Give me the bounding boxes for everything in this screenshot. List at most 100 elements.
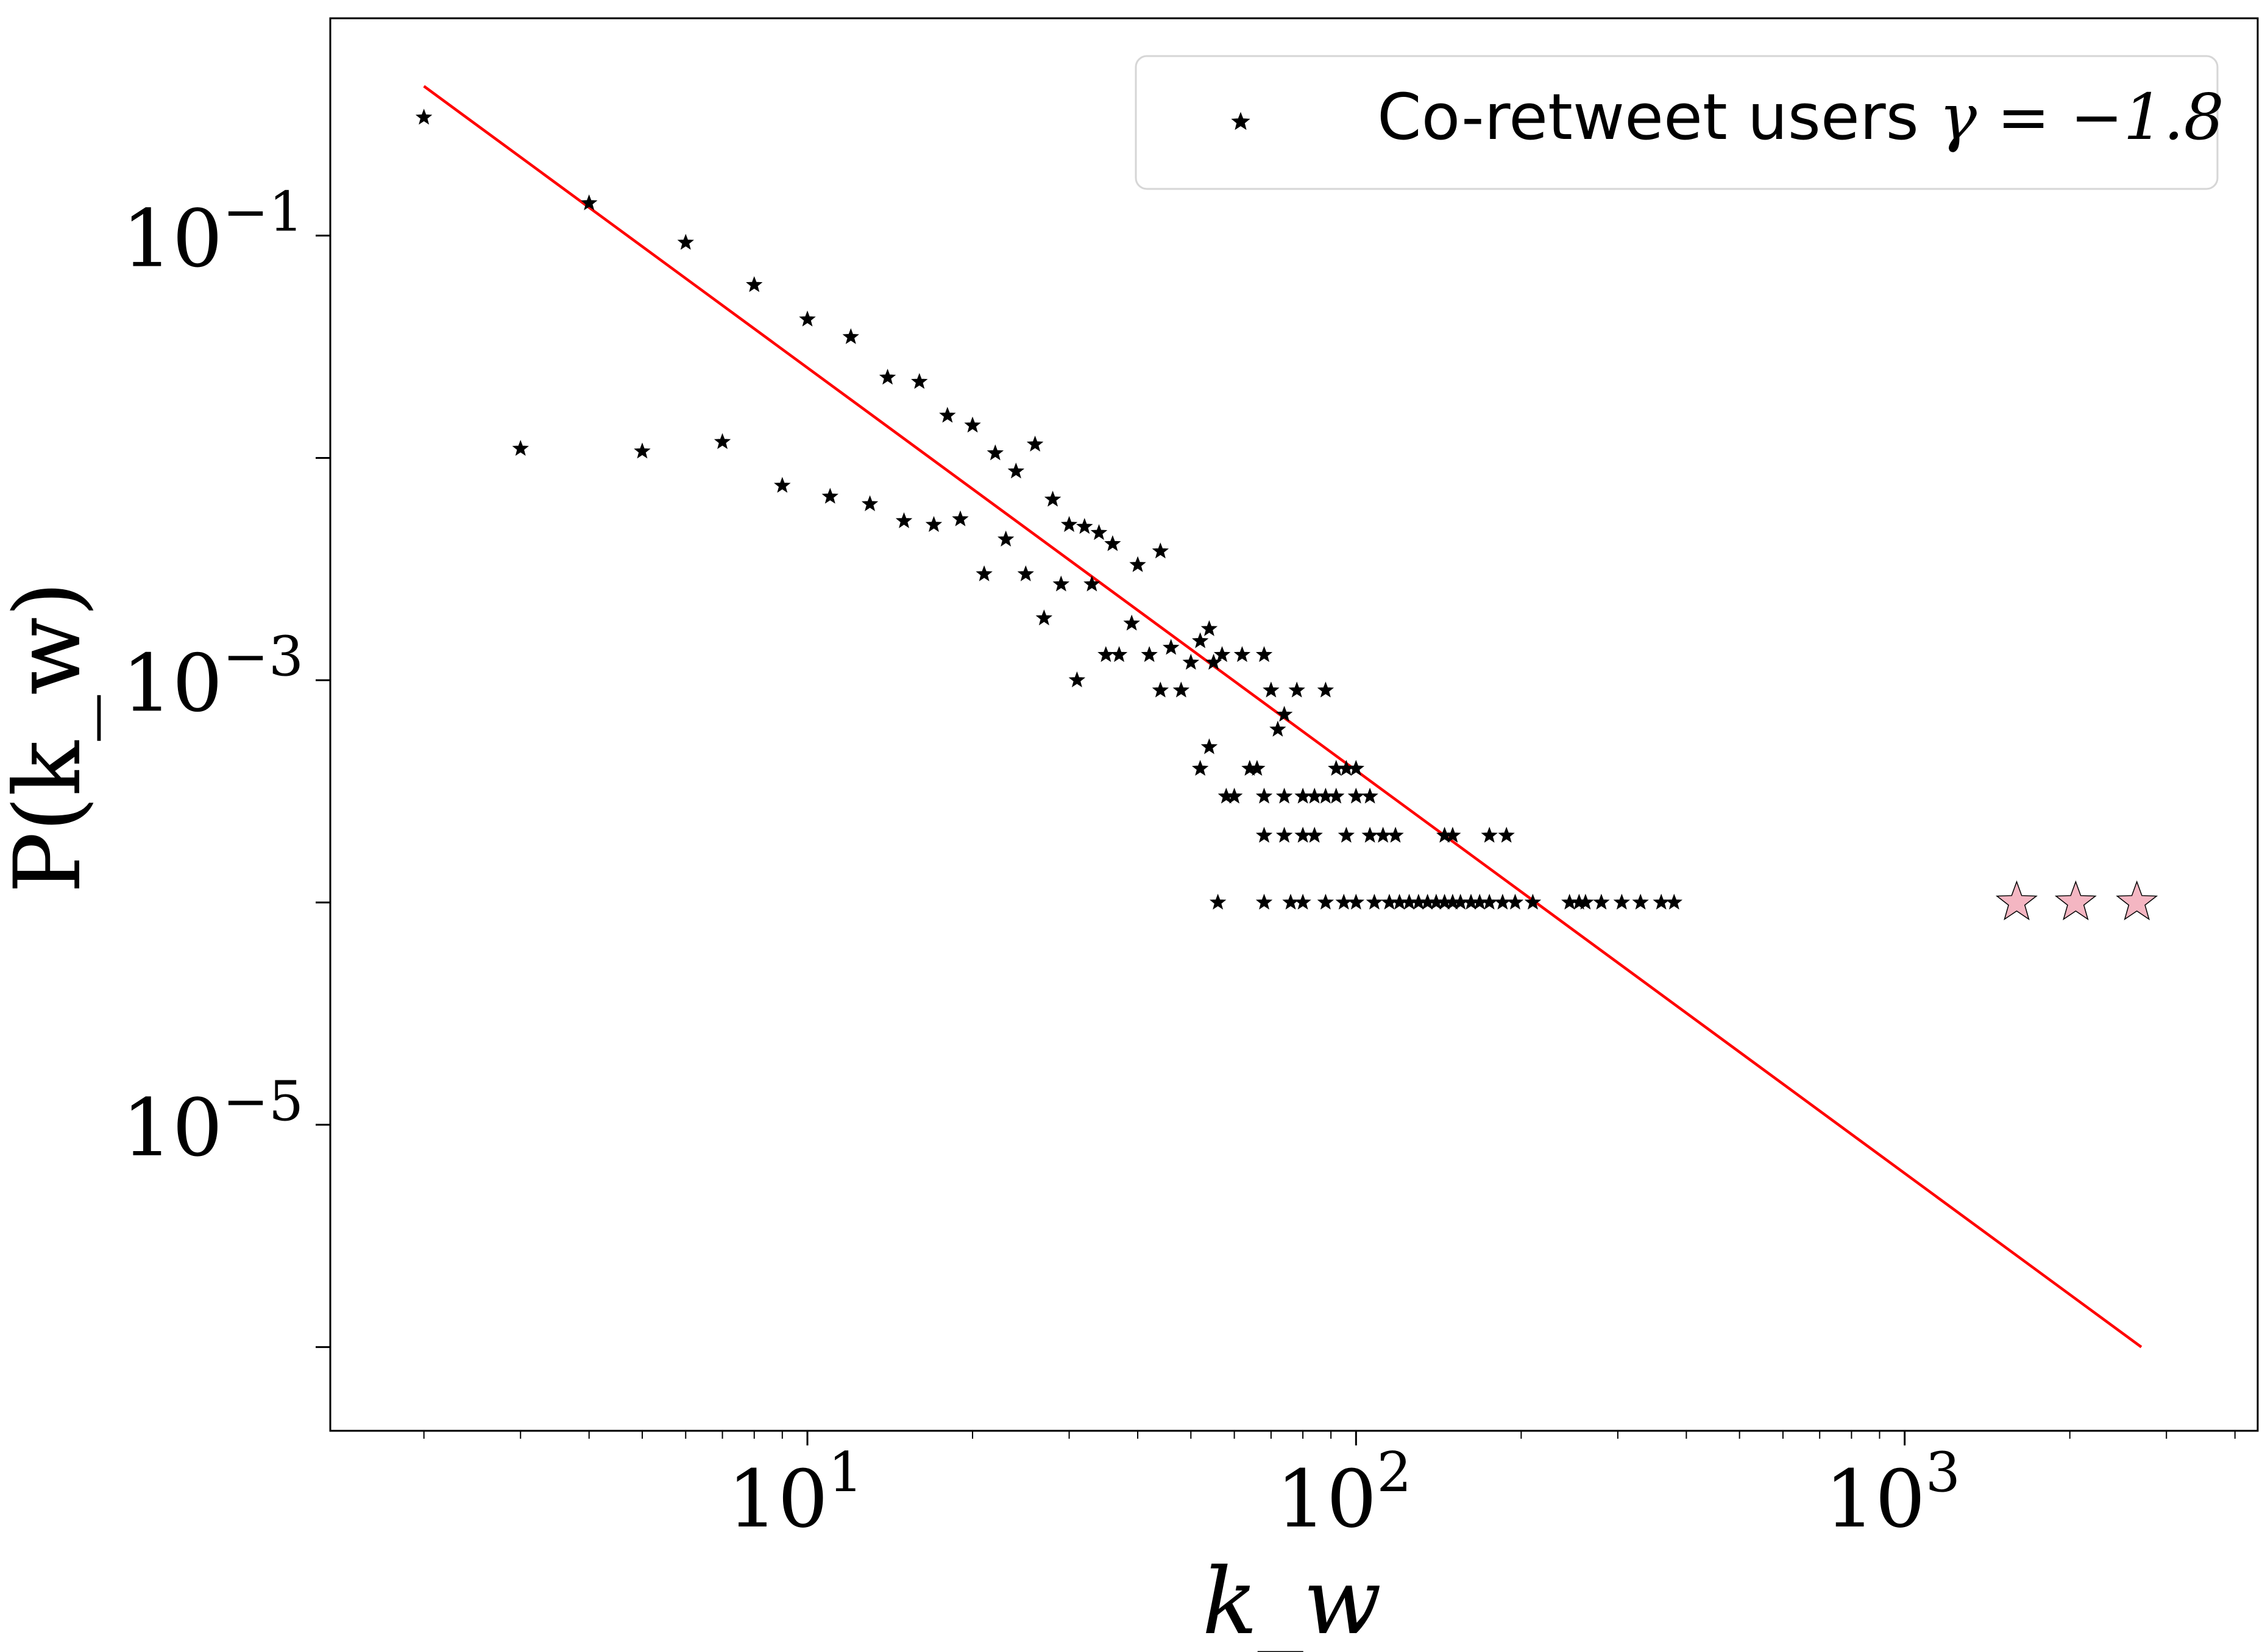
y-tick-label: 10−1	[122, 180, 303, 285]
data-point	[1110, 646, 1128, 662]
outlier-point	[2116, 880, 2158, 921]
data-point	[1123, 614, 1140, 631]
data-point	[1294, 826, 1311, 843]
data-point	[1083, 575, 1101, 592]
data-point	[1255, 787, 1273, 804]
data-point	[1306, 826, 1323, 843]
data-point	[1162, 639, 1180, 655]
data-point	[1294, 893, 1311, 910]
data-point	[1097, 646, 1115, 662]
data-point	[1653, 893, 1670, 910]
data-point	[1044, 491, 1062, 507]
data-point	[581, 194, 598, 211]
data-point	[1577, 893, 1594, 910]
legend-star-marker	[1231, 112, 1250, 130]
data-point	[1366, 893, 1383, 910]
data-point	[1191, 632, 1209, 648]
data-point	[964, 416, 981, 433]
data-point	[1317, 787, 1335, 804]
data-point	[1374, 826, 1392, 843]
data-point	[1255, 893, 1273, 910]
data-point	[952, 510, 969, 526]
data-point	[1338, 826, 1355, 843]
legend-box	[1135, 55, 2219, 190]
data-point	[842, 328, 859, 344]
data-point	[1255, 826, 1273, 843]
data-point	[1017, 565, 1034, 581]
data-point	[774, 477, 791, 493]
x-axis-label: k_w	[1202, 1549, 1381, 1652]
data-point	[1347, 759, 1365, 776]
data-point	[1255, 646, 1273, 662]
y-axis-label: P(k_w)	[0, 581, 101, 893]
data-point	[1233, 646, 1251, 662]
data-point	[1387, 826, 1404, 843]
legend-label: Co-retweet users γ = −1.8	[1377, 80, 2224, 154]
ticks-layer: 101 102 103 10−1 10−3 10−5	[122, 180, 2236, 1545]
data-point	[1632, 893, 1649, 910]
data-point	[997, 530, 1015, 547]
data-point	[1317, 893, 1335, 910]
data-point	[1249, 759, 1266, 776]
data-point	[1200, 620, 1218, 636]
data-point	[861, 495, 879, 511]
data-point	[1275, 706, 1293, 722]
data-points-layer	[415, 108, 2158, 921]
data-point	[1665, 893, 1683, 910]
data-point	[1361, 787, 1378, 804]
data-point	[1494, 893, 1511, 910]
legend-marker-star	[1231, 112, 1250, 130]
data-point	[1026, 435, 1044, 452]
plot-frame	[329, 17, 2259, 1432]
data-point	[1288, 681, 1305, 698]
data-point	[1481, 893, 1498, 910]
data-point	[1152, 681, 1169, 698]
x-tick-label: 102	[1276, 1441, 1412, 1545]
data-point	[512, 439, 529, 456]
data-point	[1152, 542, 1169, 559]
outlier-point	[1996, 880, 2038, 921]
data-point	[1593, 893, 1610, 910]
data-point	[1035, 609, 1053, 626]
data-point	[1506, 893, 1524, 910]
data-point	[1104, 535, 1121, 551]
data-point	[895, 512, 913, 528]
y-tick-label: 10−5	[122, 1069, 303, 1174]
data-point	[677, 233, 694, 250]
data-point	[1294, 787, 1311, 804]
data-point	[1263, 681, 1280, 698]
data-point	[1361, 826, 1378, 843]
x-tick-label: 101	[728, 1441, 863, 1545]
data-point	[1347, 893, 1365, 910]
x-tick-label: 103	[1824, 1441, 1960, 1545]
data-point	[746, 276, 763, 292]
data-point	[1172, 681, 1190, 698]
data-point	[1335, 893, 1352, 910]
data-point	[1524, 893, 1542, 910]
data-point	[1060, 516, 1078, 532]
legend: Co-retweet users γ = −1.8	[1135, 55, 2224, 190]
data-point	[987, 444, 1004, 461]
data-point	[1129, 556, 1146, 572]
data-point	[1182, 653, 1200, 670]
data-point	[925, 516, 943, 532]
outlier-point	[2054, 880, 2097, 921]
data-point	[799, 310, 816, 327]
data-point	[976, 565, 993, 581]
data-point	[1007, 463, 1025, 479]
data-point	[714, 433, 731, 449]
data-point	[1090, 524, 1108, 541]
data-point	[634, 442, 651, 459]
data-point	[1282, 893, 1299, 910]
data-point	[1481, 826, 1498, 843]
data-point	[911, 373, 928, 389]
data-point	[1076, 517, 1093, 534]
data-point	[1275, 787, 1293, 804]
data-point	[1269, 720, 1286, 737]
y-tick-label: 10−3	[122, 625, 303, 729]
data-point	[821, 487, 838, 504]
data-point	[1213, 646, 1231, 662]
data-point	[1317, 681, 1335, 698]
data-point	[1444, 826, 1461, 843]
